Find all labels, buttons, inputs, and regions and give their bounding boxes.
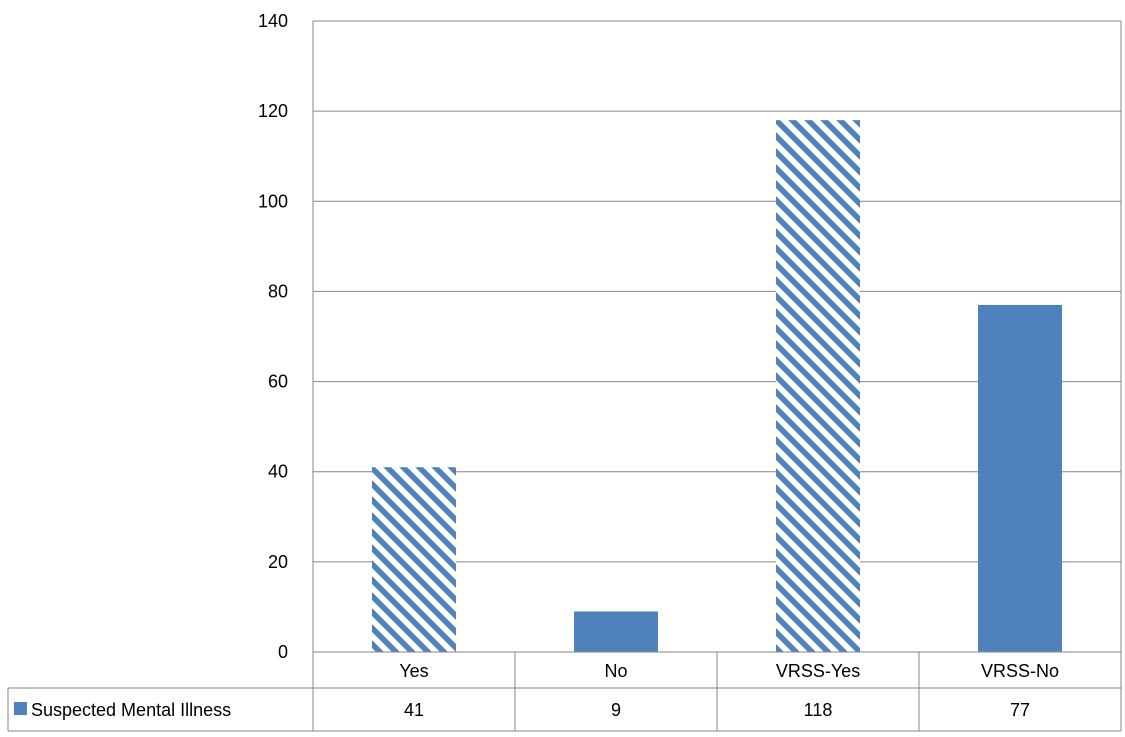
x-tick-label: VRSS-Yes [776, 661, 860, 681]
axes [7, 21, 1122, 732]
data-table-value: 41 [404, 700, 424, 720]
y-tick-label: 120 [258, 101, 288, 121]
data-table: Suspected Mental Illness 41 9 118 77 [14, 700, 1030, 720]
bar-vrss-no [978, 304, 1062, 652]
legend-label: Suspected Mental Illness [31, 700, 231, 720]
data-table-value: 118 [804, 700, 833, 720]
y-tick-label: 20 [268, 552, 288, 572]
data-table-value: 77 [1010, 700, 1030, 720]
bar-vrss-yes [776, 120, 860, 652]
bar-yes [372, 467, 456, 652]
bar-no [574, 611, 658, 652]
x-tick-label: No [604, 661, 627, 681]
data-table-value: 9 [611, 700, 621, 720]
y-tick-label: 40 [268, 462, 288, 482]
y-tick-label: 140 [258, 11, 288, 31]
y-tick-label: 100 [258, 191, 288, 211]
x-tick-label: Yes [399, 661, 428, 681]
x-tick-label: VRSS-No [981, 661, 1059, 681]
y-tick-label: 60 [268, 372, 288, 392]
bars [372, 120, 1062, 652]
legend-key [14, 702, 27, 715]
y-tick-labels: 0 20 40 60 80 100 120 140 [258, 11, 288, 662]
y-tick-label: 80 [268, 281, 288, 301]
x-tick-labels: Yes No VRSS-Yes VRSS-No [399, 661, 1059, 681]
y-tick-label: 0 [278, 642, 288, 662]
